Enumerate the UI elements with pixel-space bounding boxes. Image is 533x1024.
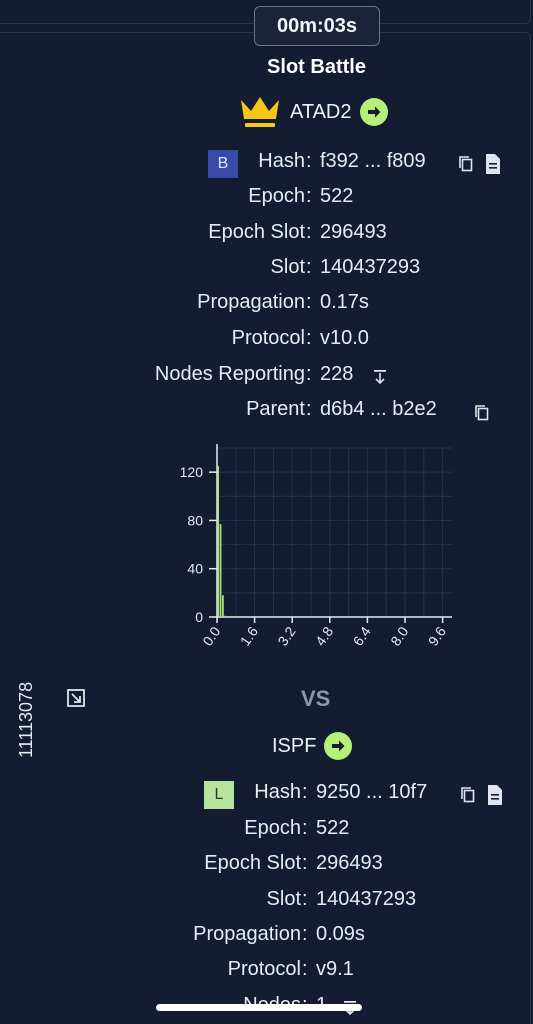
colon: : <box>302 923 308 945</box>
x-tick-label: 8.0 <box>387 623 411 648</box>
winner-epoch-label: Epoch <box>248 185 305 207</box>
home-indicator[interactable] <box>156 1004 362 1011</box>
challenger-pool-name: ISPF <box>272 734 317 757</box>
copy-icon[interactable] <box>458 155 474 173</box>
winner-parent-value: d6b4 ... b2e2 <box>320 398 437 420</box>
winner-propagation-value: 0.17s <box>320 291 369 313</box>
colon: : <box>306 185 312 207</box>
document-icon[interactable] <box>484 153 502 175</box>
vs-label: VS <box>301 686 331 711</box>
y-tick-label: 80 <box>187 512 203 528</box>
colon: : <box>306 398 312 420</box>
challenger-propagation-value: 0.09s <box>316 923 365 945</box>
challenger-epoch-slot-value: 296493 <box>316 852 383 874</box>
winner-pool-row: ATAD2 <box>238 94 388 130</box>
colon: : <box>302 958 308 980</box>
colon: : <box>306 221 312 243</box>
challenger-hash-label: Hash <box>254 781 301 803</box>
colon: : <box>302 817 308 839</box>
challenger-slot-label: Slot <box>266 888 301 910</box>
winner-nodes-label: Nodes Reporting <box>154 363 305 385</box>
winner-pool-name: ATAD2 <box>290 100 352 123</box>
challenger-badge: L <box>204 781 234 809</box>
y-tick-label: 40 <box>187 561 203 577</box>
winner-epoch-value: 522 <box>320 185 354 207</box>
winner-hash-label: Hash <box>258 150 305 172</box>
x-tick-label: 1.6 <box>237 623 261 648</box>
histogram-bar <box>217 466 220 617</box>
winner-protocol-value: v10.0 <box>320 327 369 349</box>
document-icon[interactable] <box>486 784 504 806</box>
x-tick-label: 3.2 <box>274 623 298 648</box>
winner-protocol-label: Protocol <box>231 327 305 349</box>
winner-slot-label: Slot <box>270 256 305 278</box>
y-tick-label: 0 <box>195 609 203 625</box>
winner-badge: B <box>208 150 238 178</box>
arrow-right-circle-icon[interactable] <box>359 98 388 126</box>
challenger-propagation-label: Propagation <box>193 923 301 945</box>
x-tick-label: 6.4 <box>350 623 374 648</box>
page-title: Slot Battle <box>267 56 366 78</box>
timer-display: 00m:03s <box>254 6 380 46</box>
winner-epoch-slot-label: Epoch Slot <box>208 221 305 243</box>
histogram-bar <box>221 595 224 617</box>
winner-parent-label: Parent <box>246 398 305 420</box>
propagation-chart: 0 40 80 120 0.0 1.6 3.2 4.8 6.4 8.0 9.6 <box>180 444 452 649</box>
colon: : <box>306 256 312 278</box>
winner-propagation-label: Propagation <box>197 291 305 313</box>
crown-icon <box>241 97 279 127</box>
colon: : <box>302 888 308 910</box>
x-tick-label: 9.6 <box>425 623 449 648</box>
challenger-epoch-label: Epoch <box>244 817 301 839</box>
copy-icon[interactable] <box>460 786 476 804</box>
histogram-bar <box>219 524 222 617</box>
winner-epoch-slot-value: 296493 <box>320 221 387 243</box>
colon: : <box>306 291 312 313</box>
challenger-protocol-label: Protocol <box>227 958 301 980</box>
colon: : <box>306 150 312 172</box>
challenger-hash-value: 9250 ... 10f7 <box>316 781 428 803</box>
copy-icon[interactable] <box>474 404 490 422</box>
colon: : <box>306 363 312 385</box>
winner-hash-value: f392 ... f809 <box>320 150 426 172</box>
y-tick-label: 120 <box>180 464 204 480</box>
sort-down-icon[interactable] <box>372 368 388 386</box>
colon: : <box>306 327 312 349</box>
winner-nodes-value: 228 <box>320 363 354 385</box>
challenger-slot-value: 140437293 <box>316 888 417 910</box>
challenger-epoch-slot-label: Epoch Slot <box>204 852 301 874</box>
challenger-protocol-value: v9.1 <box>316 958 354 980</box>
colon: : <box>302 852 308 874</box>
challenger-pool-row: ISPF <box>272 732 353 760</box>
side-block-id: 11113078 <box>16 681 36 758</box>
popout-icon[interactable] <box>66 688 86 708</box>
colon: : <box>302 781 308 803</box>
x-tick-label: 0.0 <box>199 623 223 648</box>
arrow-right-circle-icon[interactable] <box>324 732 353 760</box>
x-tick-label: 4.8 <box>312 623 336 648</box>
challenger-epoch-value: 522 <box>316 817 350 839</box>
histogram-bar <box>224 615 227 617</box>
winner-slot-value: 140437293 <box>320 256 421 278</box>
